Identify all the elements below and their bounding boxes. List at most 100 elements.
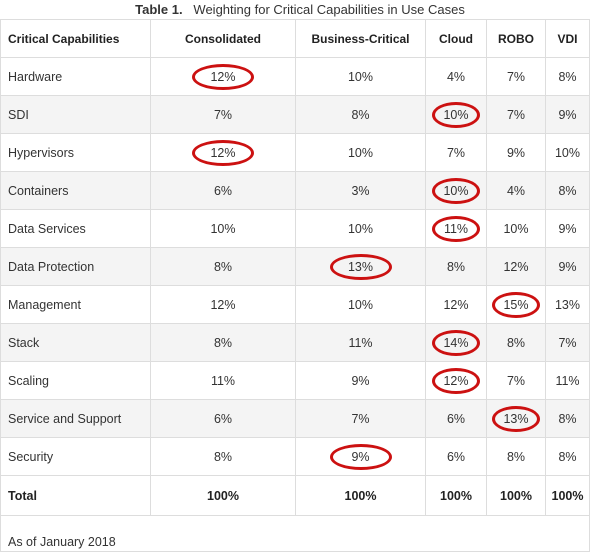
weight-cell: 11%: [545, 361, 590, 400]
capability-name: Hardware: [0, 57, 151, 96]
weight-cell: 12%: [425, 361, 487, 400]
weight-value: 6%: [446, 411, 466, 426]
weight-value: 13%: [503, 411, 529, 426]
column-header: Cloud: [425, 19, 487, 58]
weight-value: 14%: [443, 335, 469, 350]
column-header: Consolidated: [150, 19, 296, 58]
weight-cell: 9%: [545, 95, 590, 134]
weight-value: 12%: [210, 69, 236, 84]
weight-value: 10%: [347, 221, 374, 236]
column-header: Business-Critical: [295, 19, 426, 58]
weight-cell: 10%: [486, 209, 546, 248]
weight-value: 12%: [503, 259, 529, 274]
weight-cell: 10%: [150, 209, 296, 248]
weight-value: 9%: [558, 221, 577, 236]
weight-value: 7%: [506, 69, 526, 84]
weight-cell: 6%: [150, 399, 296, 438]
weight-value: 6%: [213, 411, 233, 426]
table-body: Hardware 12% 10% 4% 7% 8% SDI 7% 8% 10% 7% 9% Hyperv…: [0, 57, 590, 476]
weight-value: 13%: [347, 259, 374, 274]
weight-cell: 15%: [486, 285, 546, 324]
total-value: 100%: [295, 475, 426, 516]
table-row: Containers 6% 3% 10% 4% 8%: [0, 171, 590, 210]
weight-value: 3%: [351, 183, 370, 198]
total-value: 100%: [545, 475, 590, 516]
weight-value: 10%: [443, 107, 469, 122]
weight-value: 7%: [506, 107, 526, 122]
weight-value: 11%: [348, 335, 373, 350]
weight-value: 6%: [213, 183, 233, 198]
weight-cell: 13%: [295, 247, 426, 286]
weight-value: 11%: [210, 373, 236, 388]
weight-value: 8%: [558, 69, 577, 84]
weight-cell: 8%: [545, 171, 590, 210]
weight-cell: 7%: [295, 399, 426, 438]
capability-name: Management: [0, 285, 151, 324]
weight-cell: 8%: [425, 247, 487, 286]
weight-cell: 7%: [425, 133, 487, 172]
weight-cell: 6%: [150, 171, 296, 210]
table-row: Stack 8% 11% 14% 8% 7%: [0, 323, 590, 362]
weight-cell: 8%: [150, 247, 296, 286]
weight-value: 8%: [446, 259, 466, 274]
weight-cell: 8%: [486, 437, 546, 476]
column-header: VDI: [545, 19, 590, 58]
table-title: Weighting for Critical Capabilities in U…: [193, 2, 465, 17]
weight-value: 8%: [506, 335, 526, 350]
weight-cell: 8%: [486, 323, 546, 362]
column-header: Critical Capabilities: [0, 19, 151, 58]
weight-cell: 7%: [486, 361, 546, 400]
weight-value: 9%: [351, 373, 370, 388]
table-row: Management 12% 10% 12% 15% 13%: [0, 285, 590, 324]
weight-cell: 12%: [150, 285, 296, 324]
weight-cell: 14%: [425, 323, 487, 362]
weight-cell: 8%: [545, 399, 590, 438]
table-number: Table 1.: [135, 2, 183, 17]
weight-cell: 13%: [486, 399, 546, 438]
weight-value: 8%: [558, 449, 577, 464]
weight-cell: 6%: [425, 437, 487, 476]
weight-value: 10%: [554, 145, 581, 160]
weight-cell: 7%: [545, 323, 590, 362]
weight-value: 4%: [506, 183, 526, 198]
weight-cell: 9%: [295, 437, 426, 476]
weight-value: 10%: [443, 183, 469, 198]
total-value: 100%: [425, 475, 487, 516]
weight-value: 7%: [213, 107, 233, 122]
footnote: As of January 2018: [0, 515, 590, 552]
weight-cell: 10%: [425, 171, 487, 210]
weight-value: 9%: [506, 145, 526, 160]
capability-name: Scaling: [0, 361, 151, 400]
weight-cell: 11%: [150, 361, 296, 400]
weight-value: 10%: [347, 145, 374, 160]
weight-cell: 7%: [486, 95, 546, 134]
weight-value: 9%: [351, 449, 370, 464]
header-row: Critical Capabilities Consolidated Busin…: [0, 19, 590, 58]
weight-cell: 10%: [295, 133, 426, 172]
weight-value: 8%: [506, 449, 526, 464]
weight-cell: 11%: [425, 209, 487, 248]
weight-value: 12%: [210, 145, 236, 160]
weight-value: 8%: [213, 335, 233, 350]
weight-cell: 12%: [486, 247, 546, 286]
weight-cell: 8%: [545, 437, 590, 476]
weight-value: 7%: [558, 335, 577, 350]
capabilities-table: Critical Capabilities Consolidated Busin…: [0, 19, 590, 552]
table-row: SDI 7% 8% 10% 7% 9%: [0, 95, 590, 134]
weight-value: 15%: [503, 297, 529, 312]
capability-name: Security: [0, 437, 151, 476]
weight-cell: 13%: [545, 285, 590, 324]
weight-cell: 8%: [545, 57, 590, 96]
weight-cell: 7%: [486, 57, 546, 96]
weight-value: 11%: [443, 221, 469, 236]
weight-value: 12%: [443, 297, 469, 312]
weight-cell: 10%: [425, 95, 487, 134]
weight-value: 9%: [558, 259, 577, 274]
table-row: Service and Support 6% 7% 6% 13% 8%: [0, 399, 590, 438]
weight-value: 8%: [558, 411, 577, 426]
capability-name: Containers: [0, 171, 151, 210]
weight-cell: 10%: [545, 133, 590, 172]
capability-name: Stack: [0, 323, 151, 362]
weight-value: 7%: [446, 145, 466, 160]
total-value: 100%: [486, 475, 546, 516]
